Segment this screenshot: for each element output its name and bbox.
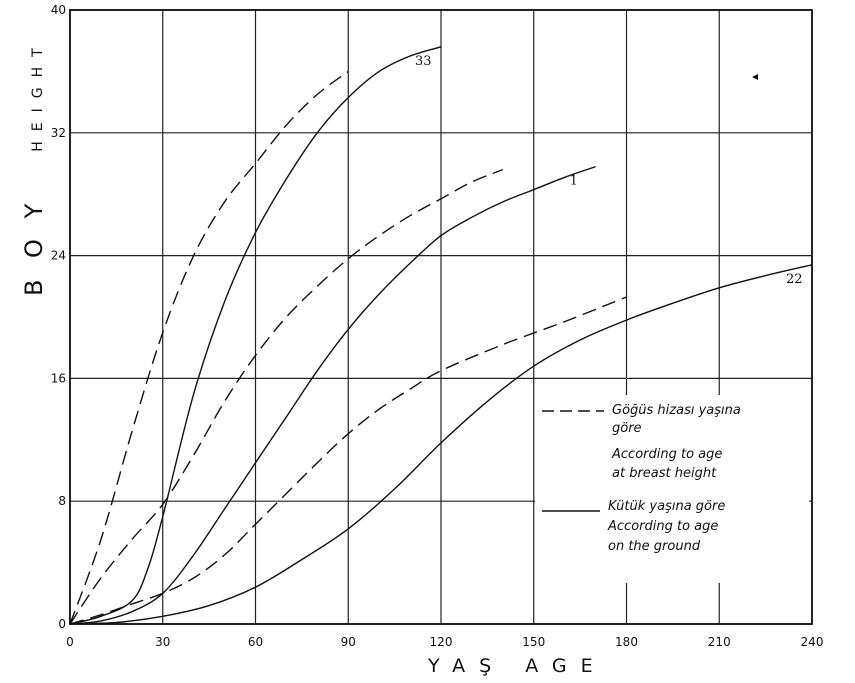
legend-text-solid-2: on the ground — [608, 539, 701, 554]
x-tick-240: 240 — [801, 635, 824, 649]
x-tick-210: 210 — [708, 635, 731, 649]
series-33-solid — [69, 46, 442, 625]
series-22-solid — [69, 264, 813, 625]
y-axis-label-secondary: HEIGHT — [30, 38, 46, 151]
series-1-dashed — [69, 168, 504, 625]
x-tick-120: 120 — [430, 635, 453, 649]
y-tick-labels: 0 8 16 24 32 40 — [51, 3, 66, 631]
x-tick-0: 0 — [66, 635, 74, 649]
curve-label-33: 33 — [415, 54, 432, 69]
curve-label-1: 1 — [570, 174, 578, 189]
y-tick-8: 8 — [58, 494, 66, 508]
x-tick-90: 90 — [341, 635, 356, 649]
legend-text-dashed-0: Göğüs hizası yaşına — [612, 403, 741, 418]
series-lines — [69, 46, 813, 625]
x-axis-label: YAŞ AGE — [427, 655, 607, 677]
y-tick-0: 0 — [58, 617, 66, 631]
y-axis-label-main: BOY — [20, 182, 48, 296]
arrow-mark — [752, 74, 758, 80]
x-tick-labels: 0 30 60 90 120 150 180 210 240 — [66, 635, 823, 649]
legend-background — [535, 395, 809, 583]
series-33-dashed — [69, 70, 349, 625]
y-tick-32: 32 — [51, 126, 66, 140]
y-tick-40: 40 — [51, 3, 66, 17]
series-1-solid — [69, 165, 596, 625]
curve-label-22: 22 — [786, 272, 803, 287]
x-tick-30: 30 — [155, 635, 170, 649]
y-axis-label: BOY HEIGHT — [20, 38, 48, 296]
legend-text-solid-0: Kütük yaşına göre — [608, 499, 725, 514]
legend-text-solid-1: According to age — [607, 519, 718, 534]
legend-text-dashed-1: göre — [612, 421, 642, 436]
legend-text-dashed-3: at breast height — [612, 466, 717, 481]
series-22-dashed — [69, 296, 627, 625]
plot-frame — [69, 9, 813, 625]
x-tick-150: 150 — [522, 635, 545, 649]
x-tick-180: 180 — [615, 635, 638, 649]
y-tick-16: 16 — [51, 371, 66, 385]
x-tick-60: 60 — [248, 635, 263, 649]
legend: Göğüs hizası yaşına göre According to age a… — [535, 395, 809, 583]
legend-text-dashed-2: According to age — [611, 447, 722, 462]
curve-labels: 33 1 22 — [415, 54, 803, 287]
y-tick-24: 24 — [51, 249, 66, 263]
